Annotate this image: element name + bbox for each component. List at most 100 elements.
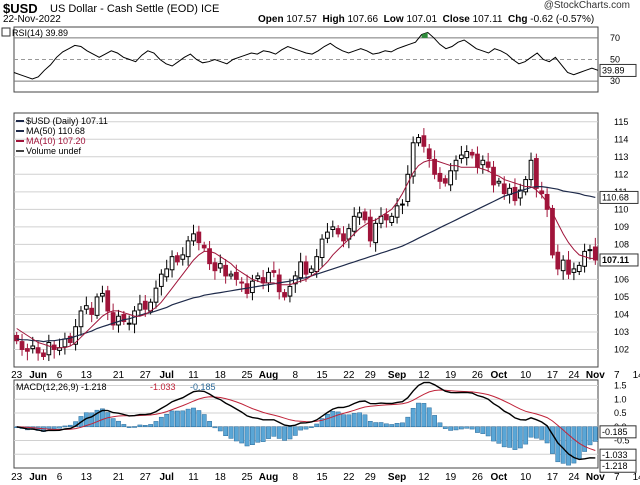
price-x-tick-label: 21 xyxy=(113,370,125,381)
candle-body xyxy=(223,264,229,277)
candle-body xyxy=(464,151,470,159)
ma10-line xyxy=(16,159,596,349)
ma50-value-box xyxy=(599,190,639,204)
macd-histogram-bar xyxy=(416,402,421,427)
macd-histogram-bar xyxy=(383,423,389,427)
macd-x-tick-label: 13 xyxy=(81,472,93,483)
macd-histogram-bar xyxy=(282,426,287,441)
macd-histogram-bar xyxy=(217,426,223,432)
candle-body xyxy=(421,135,427,147)
macd-histogram-bar xyxy=(276,426,282,439)
macd-x-tick-label: 17 xyxy=(547,472,559,483)
macd-histogram-bar xyxy=(507,426,512,448)
macd-histogram-bar xyxy=(175,410,180,427)
macd-histogram-bar xyxy=(116,420,121,428)
candle-body xyxy=(319,238,325,259)
rsi-overbought-fill xyxy=(421,32,428,38)
ohlc-readout: Open 107.57 High 107.66 Low 107.01 Close… xyxy=(258,14,595,25)
candle-body xyxy=(100,292,105,297)
price-tick-label: 106 xyxy=(614,274,629,284)
candle-body xyxy=(469,151,475,156)
macd-histogram-bar xyxy=(346,414,352,427)
candle-body xyxy=(25,348,30,352)
ma50-value-label: 110.68 xyxy=(602,192,629,202)
candle-body xyxy=(137,303,143,311)
price-x-tick-label: 19 xyxy=(445,370,457,381)
candle-body xyxy=(550,207,555,256)
price-tick-label: 114 xyxy=(614,134,628,144)
macd-histogram-bar xyxy=(341,414,346,428)
macd-x-tick-label: 12 xyxy=(418,472,430,483)
macd-histogram-bar xyxy=(378,422,384,427)
macd-histogram-bar xyxy=(432,415,437,427)
macd-histogram-bar xyxy=(57,426,62,429)
macd-histogram-bar xyxy=(426,407,432,427)
macd-histogram-bar xyxy=(523,426,529,445)
candle-body xyxy=(325,231,330,239)
macd-histogram-bar xyxy=(458,426,464,430)
candle-body xyxy=(341,233,346,242)
macd-histogram-bar xyxy=(142,425,148,428)
macd-histogram-bar xyxy=(180,410,186,428)
candle-body xyxy=(512,186,518,202)
macd-x-tick-label: 22 xyxy=(343,472,355,483)
rsi-legend: RSI(14) 39.89 xyxy=(12,28,68,38)
macd-histogram-bar xyxy=(292,426,298,436)
price-x-tick-label: 24 xyxy=(568,370,580,381)
price-x-tick-label: Sep xyxy=(388,370,406,381)
candle-body xyxy=(367,216,373,242)
macd-x-tick-label: Aug xyxy=(259,472,278,483)
macd-histogram-bar xyxy=(158,416,164,427)
candle-body xyxy=(158,273,164,287)
macd-histogram-bar xyxy=(582,426,587,452)
macd-x-tick-label: 11 xyxy=(188,472,199,483)
macd-x-tick-label: 7 xyxy=(614,472,620,483)
macd-x-tick-label: 19 xyxy=(445,472,457,483)
price-legend-ma50: MA(50) 110.68 xyxy=(26,126,85,136)
candle-body xyxy=(217,263,223,269)
price-legend-ma10: MA(10) 107.20 xyxy=(26,136,86,146)
macd-histogram-bar xyxy=(394,423,400,428)
candle-body xyxy=(207,248,212,265)
close-value-label: 107.11 xyxy=(602,255,629,265)
macd-line xyxy=(16,381,596,461)
macd-x-tick-label: Jul xyxy=(159,472,174,483)
macd-value-label: -1.033 xyxy=(602,450,628,460)
candle-body xyxy=(351,215,357,232)
close-value: 107.11 xyxy=(472,14,503,25)
macd-histogram-bar xyxy=(105,412,111,427)
price-x-tick-label: 26 xyxy=(472,370,484,381)
macd-x-tick-label: 18 xyxy=(215,472,227,483)
macd-histogram-bar xyxy=(94,409,100,427)
candle-body xyxy=(555,251,561,270)
price-x-tick-label: 14 xyxy=(633,370,640,381)
macd-histogram-bar xyxy=(325,414,330,427)
candle-body xyxy=(282,292,287,298)
candle-body xyxy=(400,203,405,206)
candle-body xyxy=(426,148,432,160)
rsi-legend-box xyxy=(1,27,11,37)
macd-value-box xyxy=(599,425,637,439)
candle-body xyxy=(335,228,341,235)
macd-histogram-bar xyxy=(132,426,137,428)
candle-body xyxy=(442,178,448,184)
macd-histogram-bar xyxy=(528,426,534,438)
macd-histogram-bar xyxy=(550,426,555,454)
macd-x-tick-label: Oct xyxy=(491,472,508,483)
macd-signal-legend: -1.033 xyxy=(150,382,176,392)
candle-body xyxy=(517,189,523,199)
macd-histogram-bar xyxy=(250,426,255,446)
macd-histogram-bar xyxy=(185,408,191,427)
macd-x-tick-label: 23 xyxy=(11,472,23,483)
price-tick-label: 102 xyxy=(614,344,629,354)
candle-body xyxy=(62,338,68,348)
candle-body xyxy=(475,153,480,168)
macd-x-tick-label: 24 xyxy=(568,472,580,483)
macd-histogram-bar xyxy=(330,411,336,428)
candle-body xyxy=(587,249,593,252)
candle-body xyxy=(314,256,320,273)
macd-histogram-bar xyxy=(442,426,448,429)
candle-body xyxy=(201,244,207,249)
open-value: 107.57 xyxy=(286,14,317,25)
